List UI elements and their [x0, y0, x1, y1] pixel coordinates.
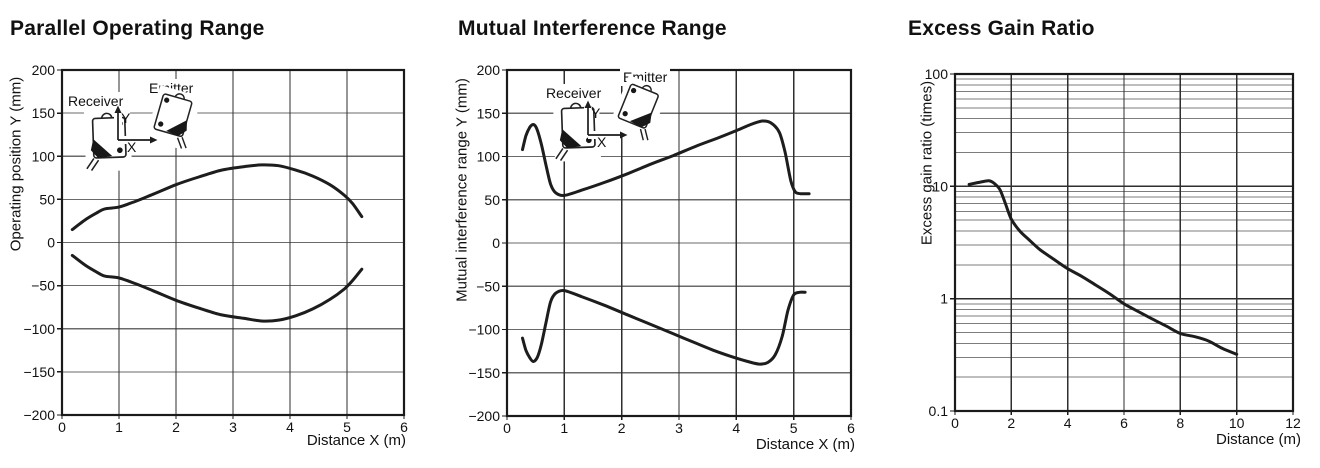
- y-tick-label: −100: [23, 321, 55, 337]
- y-axis-title-mutual: Mutual interference range Y (mm): [453, 78, 471, 302]
- x-tick-label: 8: [1176, 415, 1184, 431]
- y-tick-label: −200: [468, 408, 500, 424]
- y-axis-title-excess: Excess gain ratio (times): [918, 80, 936, 246]
- y-tick-label: −200: [23, 407, 55, 423]
- y-tick-label: 0: [492, 235, 500, 251]
- chart-title-mutual-interference-range: Mutual Interference Range: [458, 17, 727, 40]
- x-axis-title-parallel: Distance X (m): [306, 432, 406, 449]
- y-tick-label: 150: [32, 105, 56, 121]
- y-tick-label: 100: [477, 149, 501, 165]
- x-tick-label: 3: [675, 420, 683, 436]
- plot-border: [953, 72, 1295, 413]
- x-tick-label: 1: [115, 419, 123, 435]
- y-tick-label: 200: [477, 62, 501, 78]
- x-tick-label: 0: [951, 415, 959, 431]
- x-tick-label: 6: [847, 420, 855, 436]
- chart-title-parallel-operating-range: Parallel Operating Range: [10, 17, 265, 40]
- x-tick-label: 2: [1007, 415, 1015, 431]
- receiver-label: Receiver: [543, 84, 605, 102]
- x-tick-label: 6: [400, 419, 408, 435]
- x-tick-label: 1: [560, 420, 568, 436]
- y-tick-label: 50: [39, 191, 55, 207]
- x-tick-label: 12: [1285, 415, 1301, 431]
- x-tick-label: 6: [1120, 415, 1128, 431]
- x-tick-label: 3: [229, 419, 237, 435]
- y-tick-label: −150: [23, 364, 55, 380]
- y-tick-label: 150: [477, 105, 501, 121]
- y-tick-label: 100: [925, 66, 949, 82]
- x-tick-label: 5: [790, 420, 798, 436]
- receiver-label: Receiver: [65, 92, 127, 110]
- x-tick-label: 4: [1064, 415, 1072, 431]
- y-tick-label: 0: [47, 235, 55, 251]
- plot-border: [505, 68, 853, 418]
- y-axis-title-parallel: Operating position Y (mm): [7, 76, 25, 252]
- xy-axes-arrows-icon: [114, 105, 158, 144]
- y-tick-label: 50: [484, 192, 500, 208]
- y-arrow-label: Y: [121, 110, 131, 126]
- x-tick-label: 2: [618, 420, 626, 436]
- y-tick-label: 0.1: [929, 403, 949, 419]
- y-arrow-label: Y: [591, 105, 601, 121]
- x-tick-label: 0: [58, 419, 66, 435]
- x-tick-label: 5: [343, 419, 351, 435]
- x-axis-title-excess: Distance (m): [1215, 431, 1301, 448]
- x-tick-label: 2: [172, 419, 180, 435]
- y-tick-label: 100: [32, 148, 56, 164]
- plot-border: [60, 68, 406, 417]
- x-tick-label: 0: [503, 420, 511, 436]
- y-tick-label: 1: [940, 291, 948, 307]
- x-tick-label: 10: [1229, 415, 1245, 431]
- y-tick-label: −150: [468, 365, 500, 381]
- y-tick-label: 10: [932, 178, 948, 194]
- y-tick-label: −50: [476, 278, 500, 294]
- x-tick-label: 4: [286, 419, 294, 435]
- y-tick-label: −50: [31, 278, 55, 294]
- y-tick-label: −100: [468, 322, 500, 338]
- x-arrow-label: X: [127, 139, 137, 155]
- y-tick-label: 200: [32, 62, 56, 78]
- x-axis-title-mutual: Distance X (m): [755, 436, 855, 453]
- x-arrow-label: X: [597, 134, 607, 150]
- chart-title-excess-gain-ratio: Excess Gain Ratio: [908, 17, 1095, 40]
- x-tick-label: 4: [732, 420, 740, 436]
